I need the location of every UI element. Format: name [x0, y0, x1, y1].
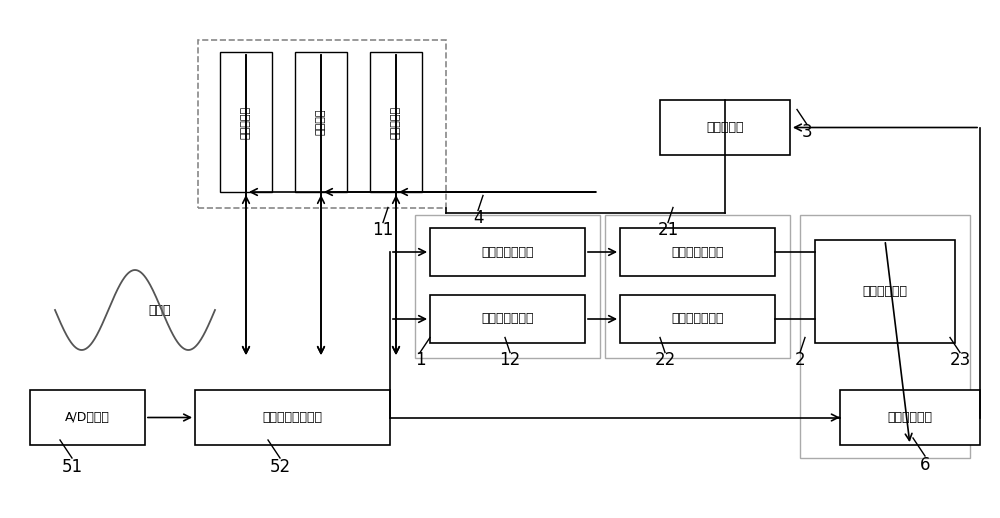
Text: 触发阈值: 触发阈值: [316, 109, 326, 135]
Text: 22: 22: [654, 351, 676, 369]
Bar: [840, 390, 980, 445]
Bar: [430, 295, 585, 343]
Text: 12: 12: [499, 351, 521, 369]
Text: 数字信号处理模块: 数字信号处理模块: [262, 411, 322, 424]
Text: 3: 3: [802, 123, 812, 141]
Text: 4: 4: [473, 209, 483, 227]
Text: 上升沿检测模块: 上升沿检测模块: [671, 246, 724, 258]
Bar: [198, 40, 446, 208]
Text: 下迟滞阈值: 下迟滞阈值: [241, 106, 251, 138]
Text: 存储控制单元: 存储控制单元: [888, 411, 932, 424]
Text: 6: 6: [920, 456, 930, 474]
Bar: [620, 295, 775, 343]
Text: 下迟滞比较模块: 下迟滞比较模块: [481, 246, 534, 258]
Bar: [370, 52, 422, 192]
Bar: [30, 390, 145, 445]
Text: 1: 1: [415, 351, 425, 369]
Bar: [620, 228, 775, 276]
Bar: [195, 390, 390, 445]
Bar: [220, 52, 272, 192]
Bar: [430, 228, 585, 276]
Text: 控制处理器: 控制处理器: [706, 121, 744, 134]
Text: 脉冲锁存模块: 脉冲锁存模块: [862, 285, 908, 298]
Text: 23: 23: [949, 351, 971, 369]
Bar: [815, 240, 955, 343]
Text: 下降沿检测模块: 下降沿检测模块: [671, 312, 724, 325]
Text: 上迟滞比较模块: 上迟滞比较模块: [481, 312, 534, 325]
Bar: [415, 215, 600, 358]
Text: A/D转换器: A/D转换器: [65, 411, 110, 424]
Text: 21: 21: [657, 221, 679, 239]
Text: 2: 2: [795, 351, 805, 369]
Text: 11: 11: [372, 221, 394, 239]
Bar: [800, 215, 970, 458]
Text: 上迟滞阈值: 上迟滞阈值: [391, 106, 401, 138]
Bar: [295, 52, 347, 192]
Bar: [605, 215, 790, 358]
Text: 51: 51: [61, 458, 83, 476]
Text: 信号源: 信号源: [149, 304, 171, 316]
Bar: [660, 100, 790, 155]
Text: 52: 52: [269, 458, 291, 476]
